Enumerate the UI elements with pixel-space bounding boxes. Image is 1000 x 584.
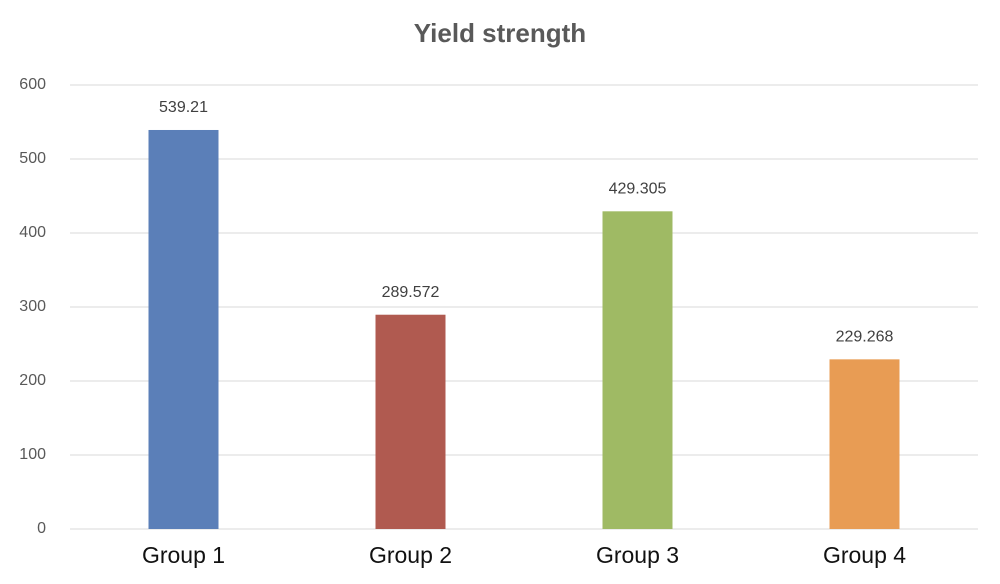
bar — [602, 211, 673, 529]
bar — [829, 359, 900, 529]
x-tick-label: Group 4 — [823, 542, 906, 568]
bar — [375, 314, 446, 529]
data-label: 289.572 — [382, 284, 440, 301]
y-tick-label: 400 — [19, 224, 46, 241]
x-tick-label: Group 1 — [142, 542, 225, 568]
y-tick-label: 300 — [19, 298, 46, 315]
x-tick-label: Group 3 — [596, 542, 679, 568]
y-tick-label: 200 — [19, 372, 46, 389]
bar — [148, 129, 219, 529]
y-tick-label: 600 — [19, 76, 46, 93]
data-label: 429.305 — [609, 181, 667, 198]
y-tick-label: 0 — [37, 520, 46, 537]
y-tick-label: 100 — [19, 446, 46, 463]
y-tick-label: 500 — [19, 150, 46, 167]
chart-title: Yield strength — [414, 18, 586, 48]
x-tick-label: Group 2 — [369, 542, 452, 568]
data-label: 229.268 — [836, 329, 894, 346]
data-label: 539.21 — [159, 99, 208, 116]
